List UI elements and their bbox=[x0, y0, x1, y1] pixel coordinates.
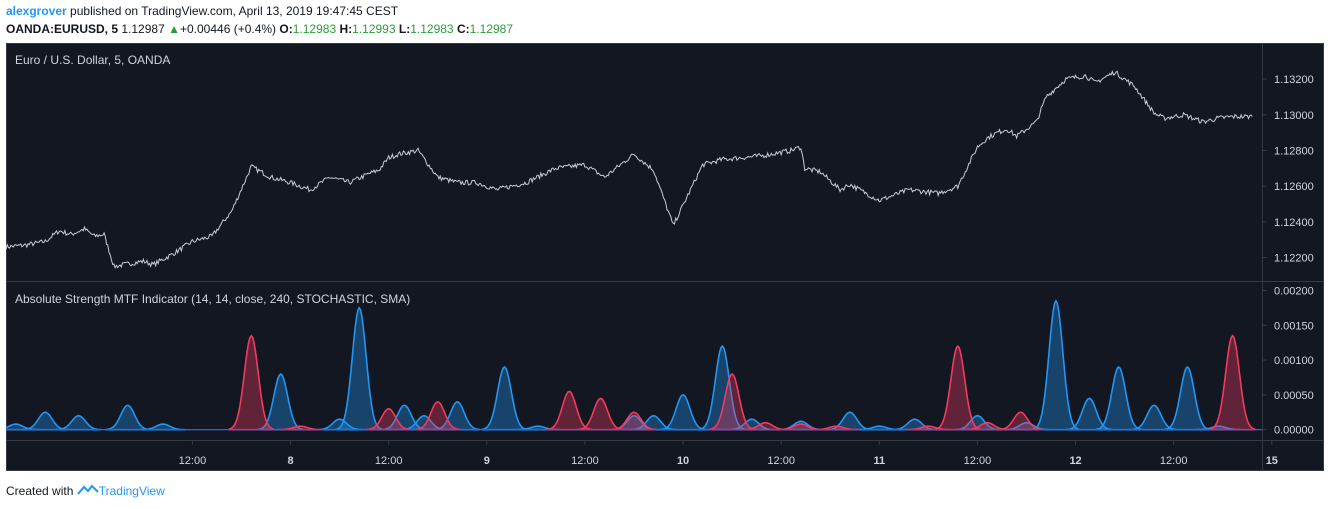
chart-background bbox=[6, 43, 1324, 471]
bear-peak bbox=[935, 344, 981, 431]
indicator-y-tick-label: 0.00050 bbox=[1274, 390, 1314, 402]
close-label: C: bbox=[456, 22, 470, 36]
x-tick-label: 12 bbox=[1069, 455, 1081, 467]
x-tick-label: 12:00 bbox=[375, 455, 403, 467]
price-pane-title: Euro / U.S. Dollar, 5, OANDA bbox=[15, 53, 170, 67]
chart-frame bbox=[6, 43, 1324, 471]
indicator-pane-title: Absolute Strength MTF Indicator (14, 14,… bbox=[15, 292, 410, 306]
close-value: 1.12987 bbox=[469, 22, 514, 36]
indicator-y-tick-label: 0.00150 bbox=[1274, 320, 1314, 332]
bull-peak bbox=[660, 393, 706, 431]
x-tick-label: 12:00 bbox=[571, 455, 599, 467]
open-value: 1.12983 bbox=[292, 22, 337, 36]
price-y-tick-label: 1.12800 bbox=[1274, 146, 1314, 158]
bear-peak bbox=[546, 390, 593, 431]
indicator-y-tick-label: 0.00000 bbox=[1274, 425, 1314, 437]
bull-peak bbox=[1131, 404, 1177, 431]
ohlc-legend: OANDA:EURUSD, 5 1.12987 ▲+0.00446 (+0.4%… bbox=[6, 22, 513, 36]
bear-peak bbox=[365, 407, 412, 431]
publish-info: alexgrover published on TradingView.com,… bbox=[6, 4, 398, 18]
x-tick-label: 12:00 bbox=[964, 455, 992, 467]
price-line bbox=[5, 70, 1253, 269]
bull-peak bbox=[1066, 397, 1113, 431]
price-y-tick-label: 1.12200 bbox=[1274, 253, 1314, 265]
last-price: 1.12987 bbox=[121, 22, 165, 36]
bear-peak bbox=[611, 411, 657, 431]
x-tick-label: 11 bbox=[873, 455, 885, 467]
indicator-y-tick-label: 0.00100 bbox=[1274, 355, 1314, 367]
indicator-y-axis: 0.00000 0.00050 0.00100 0.00150 0.00200 bbox=[1262, 285, 1314, 437]
high-label: H: bbox=[339, 22, 353, 36]
x-tick-label: 8 bbox=[288, 455, 294, 467]
author-link[interactable]: alexgrover bbox=[6, 4, 67, 18]
change-value: +0.00446 (+0.4%) bbox=[179, 22, 277, 36]
bull-peak bbox=[1164, 365, 1211, 431]
chart-container[interactable]: Euro / U.S. Dollar, 5, OANDA Absolute St… bbox=[0, 43, 1324, 471]
tradingview-logo-icon[interactable] bbox=[76, 484, 99, 496]
bear-peak bbox=[228, 334, 275, 431]
price-y-tick-label: 1.13200 bbox=[1274, 74, 1314, 86]
price-y-tick-label: 1.12600 bbox=[1274, 181, 1314, 193]
x-tick-label: 9 bbox=[484, 455, 490, 467]
x-tick-label: 12:00 bbox=[1160, 455, 1188, 467]
bull-peak bbox=[55, 414, 102, 431]
indicator-y-tick-label: 0.00200 bbox=[1274, 285, 1314, 297]
open-label: O: bbox=[279, 22, 293, 36]
time-x-axis: 12:00 8 12:00 9 12:00 10 12:00 11 12:00 12 12:00 15 bbox=[179, 440, 1278, 467]
bear-peak bbox=[414, 400, 461, 431]
bull-peak bbox=[336, 306, 383, 431]
bear-peak bbox=[997, 411, 1044, 431]
price-y-tick-label: 1.13000 bbox=[1274, 110, 1314, 122]
up-arrow-icon: ▲ bbox=[168, 22, 180, 36]
bull-peak bbox=[104, 404, 151, 431]
created-with-text: Created with bbox=[6, 484, 74, 498]
x-tick-label: 12:00 bbox=[767, 455, 795, 467]
footer: Created with TradingView bbox=[6, 484, 165, 498]
bull-peak bbox=[699, 344, 746, 431]
low-value: 1.12983 bbox=[410, 22, 454, 36]
bull-peak bbox=[1033, 299, 1079, 431]
bull-peak bbox=[434, 400, 481, 431]
x-tick-label: 12:00 bbox=[179, 455, 207, 467]
price-y-axis: 1.12200 1.12400 1.12600 1.12800 1.13000 1.132… bbox=[1262, 74, 1314, 265]
bull-peak bbox=[481, 365, 528, 431]
high-value: 1.12993 bbox=[352, 22, 396, 36]
indicator-areas bbox=[0, 299, 1262, 431]
bear-peak bbox=[1209, 334, 1256, 431]
chart-svg[interactable]: Euro / U.S. Dollar, 5, OANDA Absolute St… bbox=[0, 43, 1324, 471]
bull-peak bbox=[1095, 365, 1142, 431]
x-tick-label: 10 bbox=[677, 455, 689, 467]
low-label: L: bbox=[398, 22, 411, 36]
symbol-label: OANDA:EURUSD, 5 bbox=[6, 22, 119, 36]
bear-peak bbox=[709, 372, 755, 431]
x-tick-label: 15 bbox=[1266, 455, 1278, 467]
tradingview-link[interactable]: TradingView bbox=[98, 484, 165, 498]
price-y-tick-label: 1.12400 bbox=[1274, 217, 1314, 229]
published-text: published on TradingView.com, April 13, … bbox=[70, 4, 399, 18]
price-series bbox=[5, 70, 1253, 269]
